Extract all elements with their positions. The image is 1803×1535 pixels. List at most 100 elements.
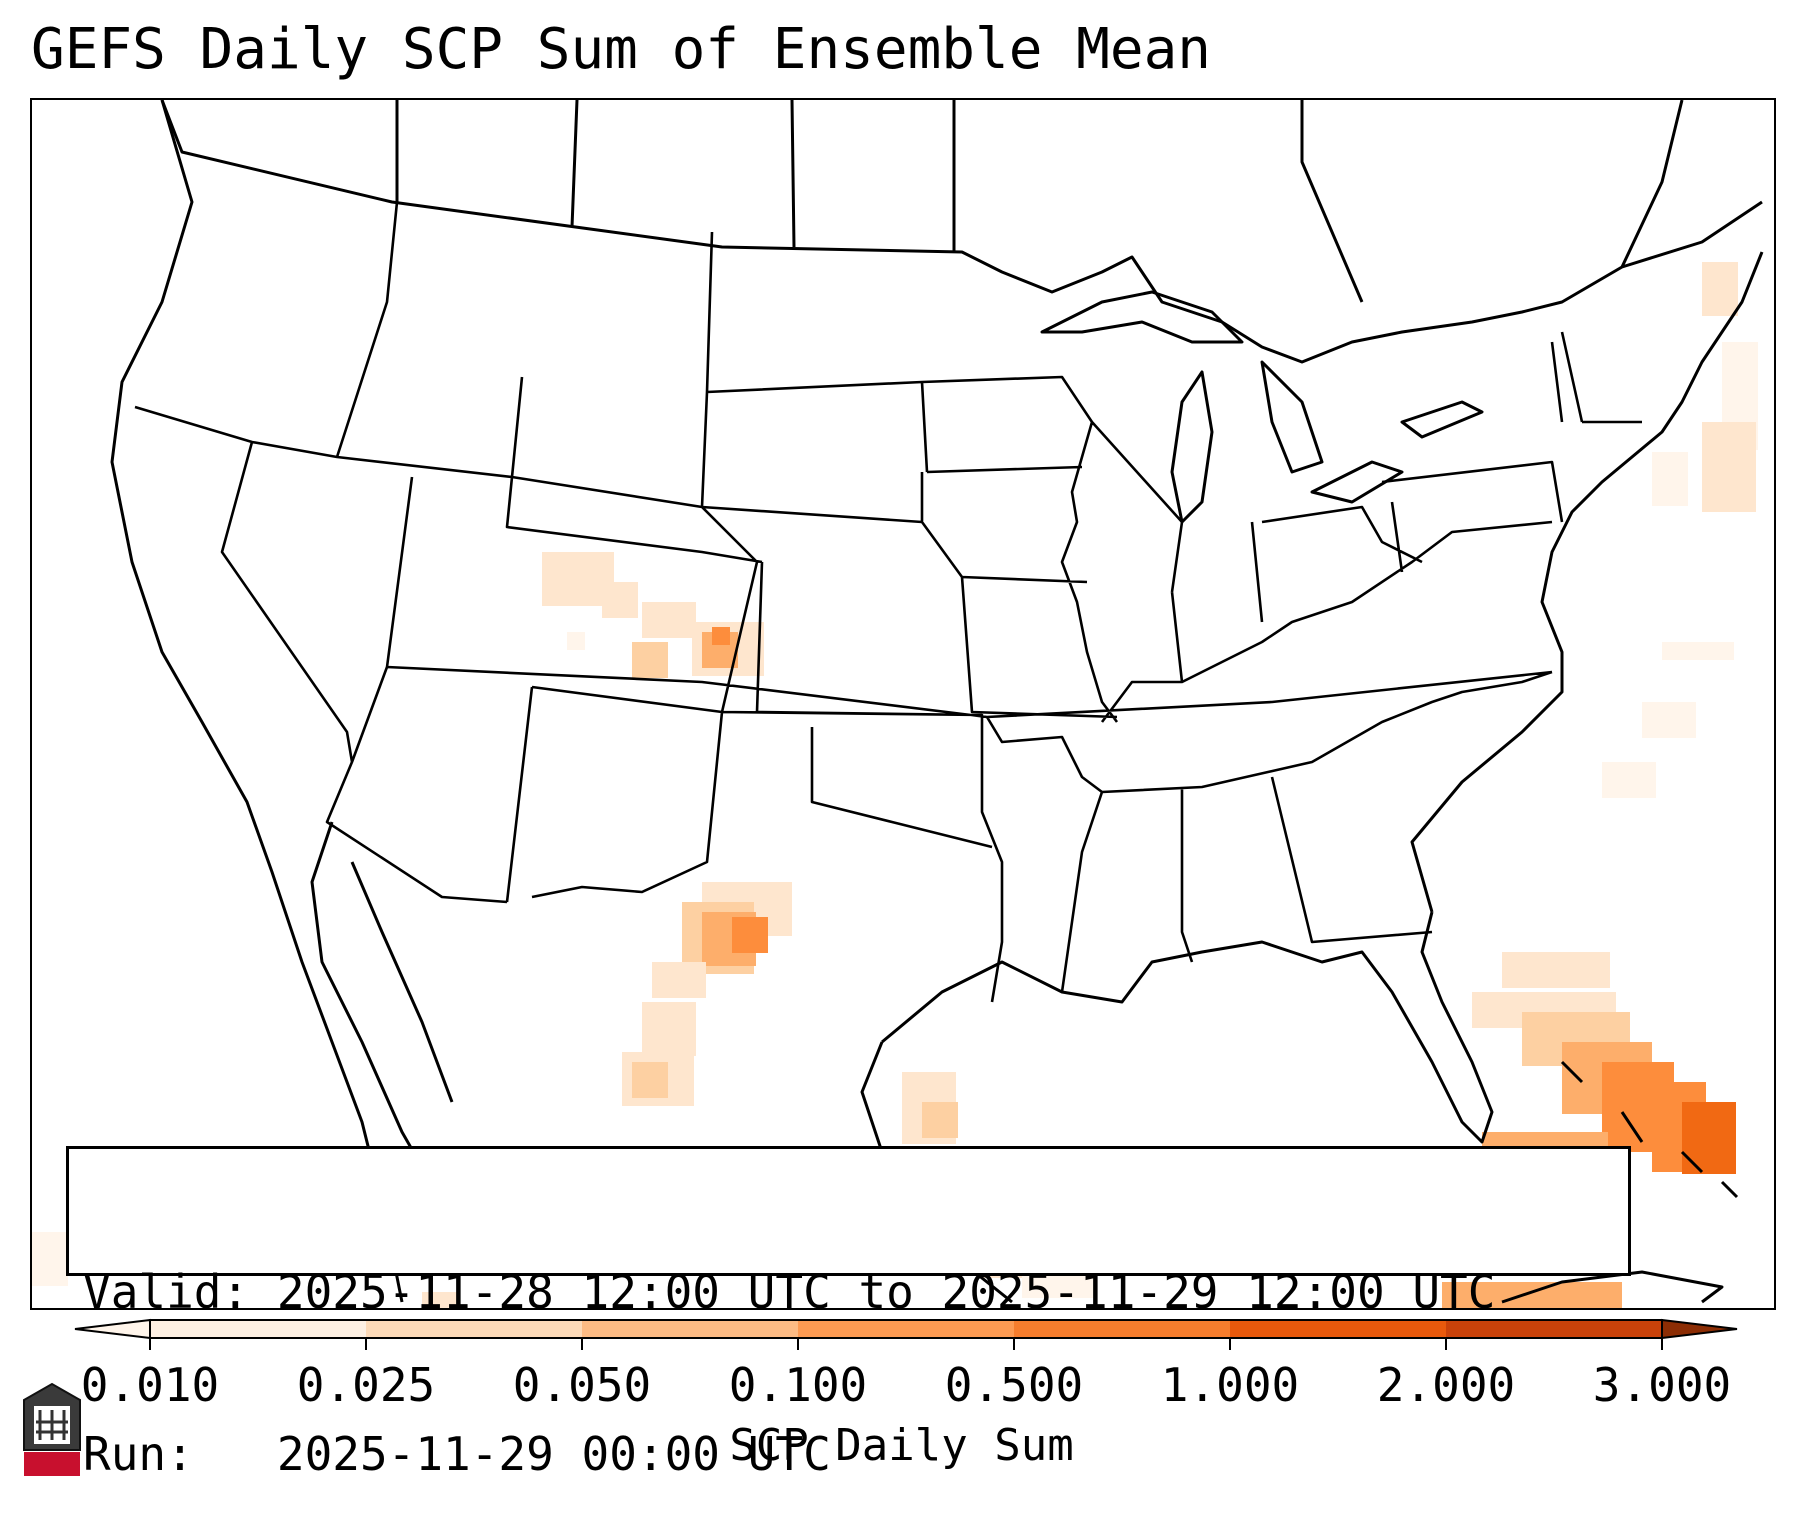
scp-field-cell — [32, 1232, 50, 1250]
colorbar-tick-label: 0.050 — [512, 1358, 652, 1412]
scp-field-cell — [1520, 952, 1538, 970]
scp-field-cell — [1700, 1156, 1718, 1174]
boundaries-layer — [110, 100, 1764, 1304]
scp-field-cell — [1620, 780, 1638, 798]
scp-field-cell — [1602, 762, 1620, 780]
scp-field-cell — [1660, 702, 1678, 720]
scp-field-cell — [1502, 952, 1520, 970]
scp-field-cell — [560, 552, 578, 570]
scp-field-cell — [650, 642, 668, 660]
scp-field-cell — [1670, 1082, 1688, 1100]
scp-field-cell — [1540, 1030, 1558, 1048]
scp-field-cell — [1716, 642, 1734, 660]
scp-field-cell — [32, 1250, 50, 1268]
scp-field-cell — [1720, 422, 1738, 440]
scp-field-cell — [1574, 970, 1592, 988]
scp-field-cell — [1612, 1012, 1630, 1030]
scp-field-cell — [542, 552, 560, 570]
scp-field-cell — [1702, 440, 1720, 458]
scp-field-cell — [688, 962, 706, 980]
scp-field-cell — [1568, 1282, 1586, 1300]
scp-field-cell — [670, 980, 688, 998]
scp-field-cell — [1718, 1138, 1736, 1156]
scp-field-cell — [1680, 642, 1698, 660]
scp-field-cell — [632, 642, 650, 660]
scp-field-cell — [676, 1088, 694, 1106]
colorbar-label: SCP Daily Sum — [729, 1420, 1074, 1471]
scp-field-cell — [650, 1062, 668, 1080]
scp-field-cell — [1720, 262, 1738, 280]
scp-field-cell — [676, 1070, 694, 1088]
scp-field-cell — [1514, 1300, 1532, 1308]
scp-field-cell — [746, 640, 764, 658]
scp-field-cell — [1550, 1300, 1568, 1308]
scp-field-cell — [1620, 762, 1638, 780]
scp-field-cell — [1620, 1062, 1638, 1080]
scp-field-cell — [632, 1062, 650, 1080]
scp-field-cell — [602, 582, 620, 600]
scp-field-cell — [682, 920, 700, 938]
scp-field-cell — [1638, 1116, 1656, 1134]
scp-field-cell — [1526, 992, 1544, 1010]
scp-field-cell — [1602, 1116, 1620, 1134]
scp-field-cell — [1638, 1098, 1656, 1116]
scp-field-cell — [1604, 1300, 1622, 1308]
scp-field-cell — [1536, 1132, 1554, 1150]
scp-field-cell — [678, 1002, 696, 1020]
niu-logo — [23, 1382, 81, 1476]
scp-field-cell — [1532, 1300, 1550, 1308]
scp-field-cell — [1702, 494, 1720, 512]
scp-field-cell — [902, 1072, 920, 1090]
scp-field-cell — [652, 980, 670, 998]
scp-field-cell — [578, 552, 596, 570]
scp-field-cell — [1722, 342, 1740, 360]
lake-ontario — [1400, 400, 1484, 439]
scp-field-cell — [902, 1090, 920, 1108]
scp-field-cell — [1738, 422, 1756, 440]
scp-field-cell — [1722, 378, 1740, 396]
scp-field-cell — [560, 588, 578, 606]
scp-field-cell — [1682, 1156, 1700, 1174]
colorbar-tick-label: 3.000 — [1592, 1358, 1732, 1412]
run-label: Run: — [83, 1427, 194, 1481]
scp-field-cell — [1638, 1134, 1656, 1152]
run-value: 2025-11-29 00:00 UTC — [276, 1427, 831, 1481]
scp-field-cell — [1522, 1048, 1540, 1066]
scp-field-cell — [1586, 1282, 1604, 1300]
scp-field-cell — [1702, 422, 1720, 440]
scp-field-cell — [632, 1080, 650, 1098]
scp-field-cell — [642, 1038, 660, 1056]
scp-field-cell — [660, 1038, 678, 1056]
scp-field-cell — [1688, 1082, 1706, 1100]
scp-field-cell — [1702, 458, 1720, 476]
scp-field-cell — [1702, 280, 1720, 298]
scp-field-cell — [1718, 1156, 1736, 1174]
bahamas-islands — [1560, 1060, 1739, 1199]
scp-field-cell — [1508, 1010, 1526, 1028]
scp-field-cell — [1478, 1282, 1496, 1300]
scp-field-cell — [1700, 1138, 1718, 1156]
scp-field-cell — [1660, 720, 1678, 738]
scp-field-cell — [774, 900, 792, 918]
scp-field-cell — [720, 882, 738, 900]
scp-field-cell — [1682, 1138, 1700, 1156]
scp-field-cell — [1472, 992, 1490, 1010]
scp-field-cell — [1538, 970, 1556, 988]
scp-field-cell — [1594, 1012, 1612, 1030]
scp-field-cell — [1740, 342, 1758, 360]
scp-field-cell — [1574, 952, 1592, 970]
scp-field-cell — [1580, 1060, 1598, 1078]
scp-field-cell — [1738, 476, 1756, 494]
scp-field-cell — [1642, 702, 1660, 720]
scp-field-cell — [1502, 970, 1520, 988]
scp-field-cell — [1040, 1280, 1058, 1298]
scp-field-cell — [650, 660, 668, 678]
scp-field-cell — [1518, 1132, 1536, 1150]
colorbar-tick-label: 0.500 — [944, 1358, 1084, 1412]
scp-field-cell — [1540, 1048, 1558, 1066]
scp-field-cell — [1702, 262, 1720, 280]
scp-field-cell — [1700, 1102, 1718, 1120]
scp-field-cell — [1602, 1080, 1620, 1098]
scp-field-cell — [1642, 720, 1660, 738]
colorbar-tick-label: 0.025 — [296, 1358, 436, 1412]
